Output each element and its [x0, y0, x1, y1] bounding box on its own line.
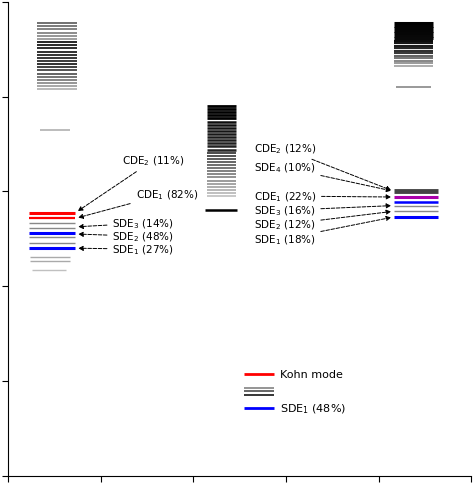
Text: SDE$_1$ (48%): SDE$_1$ (48%) — [280, 402, 346, 415]
Text: CDE$_2$ (11%): CDE$_2$ (11%) — [79, 154, 184, 211]
Text: SDE$_1$ (27%): SDE$_1$ (27%) — [79, 243, 174, 257]
Text: SDE$_3$ (14%): SDE$_3$ (14%) — [79, 217, 174, 230]
Text: SDE$_2$ (12%): SDE$_2$ (12%) — [254, 211, 390, 232]
Text: SDE$_2$ (48%): SDE$_2$ (48%) — [79, 230, 174, 243]
Text: CDE$_1$ (82%): CDE$_1$ (82%) — [79, 187, 198, 219]
Text: CDE$_2$ (12%): CDE$_2$ (12%) — [254, 143, 390, 191]
Text: Kohn mode: Kohn mode — [280, 369, 343, 379]
Text: CDE$_1$ (22%): CDE$_1$ (22%) — [254, 190, 390, 203]
Text: SDE$_1$ (18%): SDE$_1$ (18%) — [254, 217, 390, 246]
Text: SDE$_4$ (10%): SDE$_4$ (10%) — [254, 162, 390, 192]
Text: SDE$_3$ (16%): SDE$_3$ (16%) — [254, 204, 390, 218]
